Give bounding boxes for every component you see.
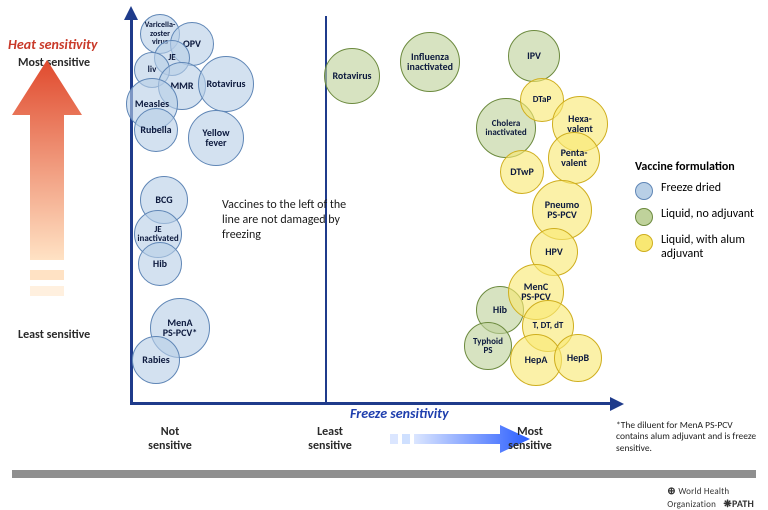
legend-swatch-liquid_noadj (635, 208, 653, 226)
heat-axis-least-label: Least sensitive (18, 328, 90, 342)
who-logo-icon: ⊕ (667, 484, 676, 497)
heat-axis-title: Heat sensitivity (8, 36, 98, 53)
y-axis-arrowhead (124, 6, 138, 20)
bubble-hpv: HPV (530, 228, 578, 276)
path-logo-text: PATH (732, 497, 754, 510)
bubble-je: JE (154, 40, 190, 76)
bubble-measles: Measles (126, 78, 178, 130)
legend-row-liquid_noadj: Liquid, no adjuvant (635, 208, 760, 226)
bubble-dtap: DTaP (520, 78, 564, 122)
bubble-cholera-inactivated: Cholerainactivated (476, 98, 536, 158)
bubble-menc-ps-pcv: MenCPS-PCV (508, 264, 564, 320)
legend-swatch-liquid_alum (635, 234, 653, 252)
heat-sensitivity-arrow (12, 60, 82, 320)
bubble-hexa-valent: Hexa-valent (552, 96, 608, 152)
bubble-rotavirus: Rotavirus (198, 56, 254, 112)
bubble-pneumo-ps-pcv: PneumoPS-PCV (532, 180, 592, 240)
bubble-hepb: HepB (554, 334, 602, 382)
bubble-typhoid-ps: TyphoidPS (464, 322, 512, 370)
bubble-yellow-fever: Yellowfever (188, 110, 244, 166)
bubble-hib: Hib (476, 286, 524, 334)
freeze-tick-2: Mostsensitive (490, 425, 570, 453)
center-annotation: Vaccines to the left of the line are not… (222, 198, 347, 243)
bubble-hepa: HepA (510, 334, 562, 386)
path-logo-icon: ❋ (723, 497, 732, 510)
bubble-rabies: Rabies (132, 336, 180, 384)
legend-label: Liquid, no adjuvant (661, 208, 754, 222)
legend-row-freeze_dried: Freeze dried (635, 182, 760, 200)
bubble-varicella-zoster-virus: Varicella-zoster virus (140, 14, 180, 54)
legend-title: Vaccine formulation (635, 160, 760, 174)
who-logo-text: World HealthOrganization (667, 486, 729, 510)
y-axis-line (130, 14, 133, 405)
bubble-rubella: Rubella (134, 108, 178, 152)
x-axis-arrowhead (610, 397, 624, 411)
freeze-axis-title: Freeze sensitivity (350, 405, 449, 422)
freeze-tick-0: Notsensitive (130, 425, 210, 453)
bubble-liv: liv (134, 52, 170, 88)
bubble-dtwp: DTwP (500, 150, 544, 194)
scatter-plot: Varicella-zoster virusOPVJElivMMRRotavir… (130, 20, 610, 405)
legend: Vaccine formulation Freeze dried Liquid, … (635, 160, 760, 270)
bubble-je-inactivated: JEinactivated (134, 210, 182, 258)
bubble-penta-valent: Penta-valent (548, 132, 600, 184)
footer-bar (12, 470, 756, 478)
bubble-rotavirus: Rotavirus (324, 48, 380, 104)
bubble-mena-ps-pcv-: MenAPS-PCV* (150, 298, 210, 358)
freeze-tick-1: Leastsensitive (290, 425, 370, 453)
bubble-ipv: IPV (508, 30, 560, 82)
footer-logos: ⊕ World HealthOrganization ❋PATH (667, 484, 754, 510)
bubble-opv: OPV (170, 22, 214, 66)
legend-label: Liquid, with alum adjuvant (661, 234, 760, 262)
bubble-bcg: BCG (140, 176, 188, 224)
footnote: *The diluent for MenA PS-PCV contains al… (616, 420, 764, 454)
legend-row-liquid_alum: Liquid, with alum adjuvant (635, 234, 760, 262)
legend-swatch-freeze_dried (635, 182, 653, 200)
bubble-mmr: MMR (158, 62, 206, 110)
legend-label: Freeze dried (661, 182, 721, 196)
bubble-t-dt-dt: T, DT, dT (522, 300, 574, 352)
bubble-hib: Hib (138, 242, 182, 286)
bubble-influenza-inactivated: Influenzainactivated (400, 32, 460, 92)
